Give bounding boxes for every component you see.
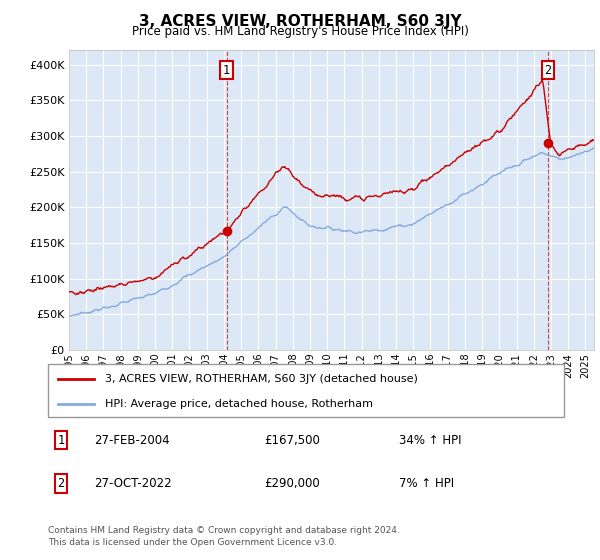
Text: 7% ↑ HPI: 7% ↑ HPI [399, 477, 454, 490]
Text: 27-FEB-2004: 27-FEB-2004 [94, 433, 170, 447]
Text: 2: 2 [544, 64, 551, 77]
Text: Price paid vs. HM Land Registry's House Price Index (HPI): Price paid vs. HM Land Registry's House … [131, 25, 469, 38]
Text: 1: 1 [58, 433, 64, 447]
Text: 34% ↑ HPI: 34% ↑ HPI [399, 433, 461, 447]
Text: 2: 2 [58, 477, 64, 490]
Text: £167,500: £167,500 [265, 433, 320, 447]
Text: Contains HM Land Registry data © Crown copyright and database right 2024.
This d: Contains HM Land Registry data © Crown c… [48, 526, 400, 547]
Text: 3, ACRES VIEW, ROTHERHAM, S60 3JY: 3, ACRES VIEW, ROTHERHAM, S60 3JY [139, 14, 461, 29]
Text: 1: 1 [223, 64, 230, 77]
Text: HPI: Average price, detached house, Rotherham: HPI: Average price, detached house, Roth… [105, 399, 373, 409]
Text: £290,000: £290,000 [265, 477, 320, 490]
Text: 27-OCT-2022: 27-OCT-2022 [94, 477, 172, 490]
FancyBboxPatch shape [48, 364, 564, 417]
Text: 3, ACRES VIEW, ROTHERHAM, S60 3JY (detached house): 3, ACRES VIEW, ROTHERHAM, S60 3JY (detac… [105, 374, 418, 384]
